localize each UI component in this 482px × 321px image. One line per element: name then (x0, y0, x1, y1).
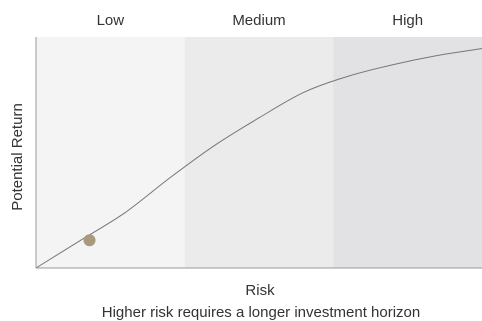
band-label-low: Low (97, 12, 125, 29)
return-curve (35, 48, 482, 269)
risk-bands (36, 37, 482, 268)
band-high (333, 37, 482, 268)
band-low (36, 37, 185, 268)
current-position-marker (83, 234, 96, 247)
band-medium (184, 37, 334, 268)
x-axis-label: Risk (245, 282, 275, 299)
y-axis-label: Potential Return (9, 103, 26, 211)
chart-caption: Higher risk requires a longer investment… (102, 304, 420, 321)
band-labels: Low Medium High (97, 12, 424, 29)
band-label-high: High (392, 12, 423, 29)
band-label-medium: Medium (232, 12, 285, 29)
